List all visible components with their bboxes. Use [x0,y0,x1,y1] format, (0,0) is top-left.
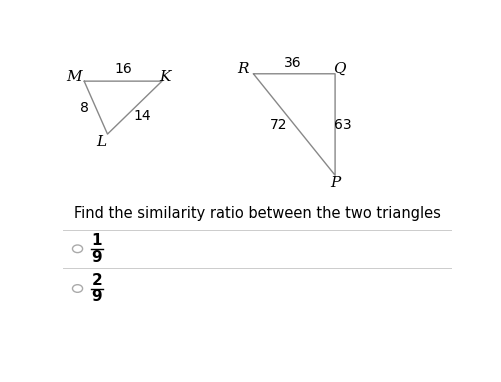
Text: 9: 9 [92,249,102,264]
Text: 16: 16 [114,62,132,76]
Text: 36: 36 [283,57,301,71]
Text: 63: 63 [333,118,351,132]
Text: Find the similarity ratio between the two triangles: Find the similarity ratio between the tw… [74,206,440,221]
Text: P: P [329,176,340,189]
Text: K: K [159,70,170,84]
Text: 2: 2 [91,273,102,288]
Text: 14: 14 [133,109,151,123]
Text: 9: 9 [92,289,102,304]
Text: 1: 1 [92,233,102,248]
Text: 8: 8 [80,100,88,115]
Text: M: M [67,70,82,84]
Text: L: L [96,135,107,149]
Text: 72: 72 [270,118,287,132]
Text: R: R [236,62,248,76]
Text: Q: Q [333,62,345,76]
